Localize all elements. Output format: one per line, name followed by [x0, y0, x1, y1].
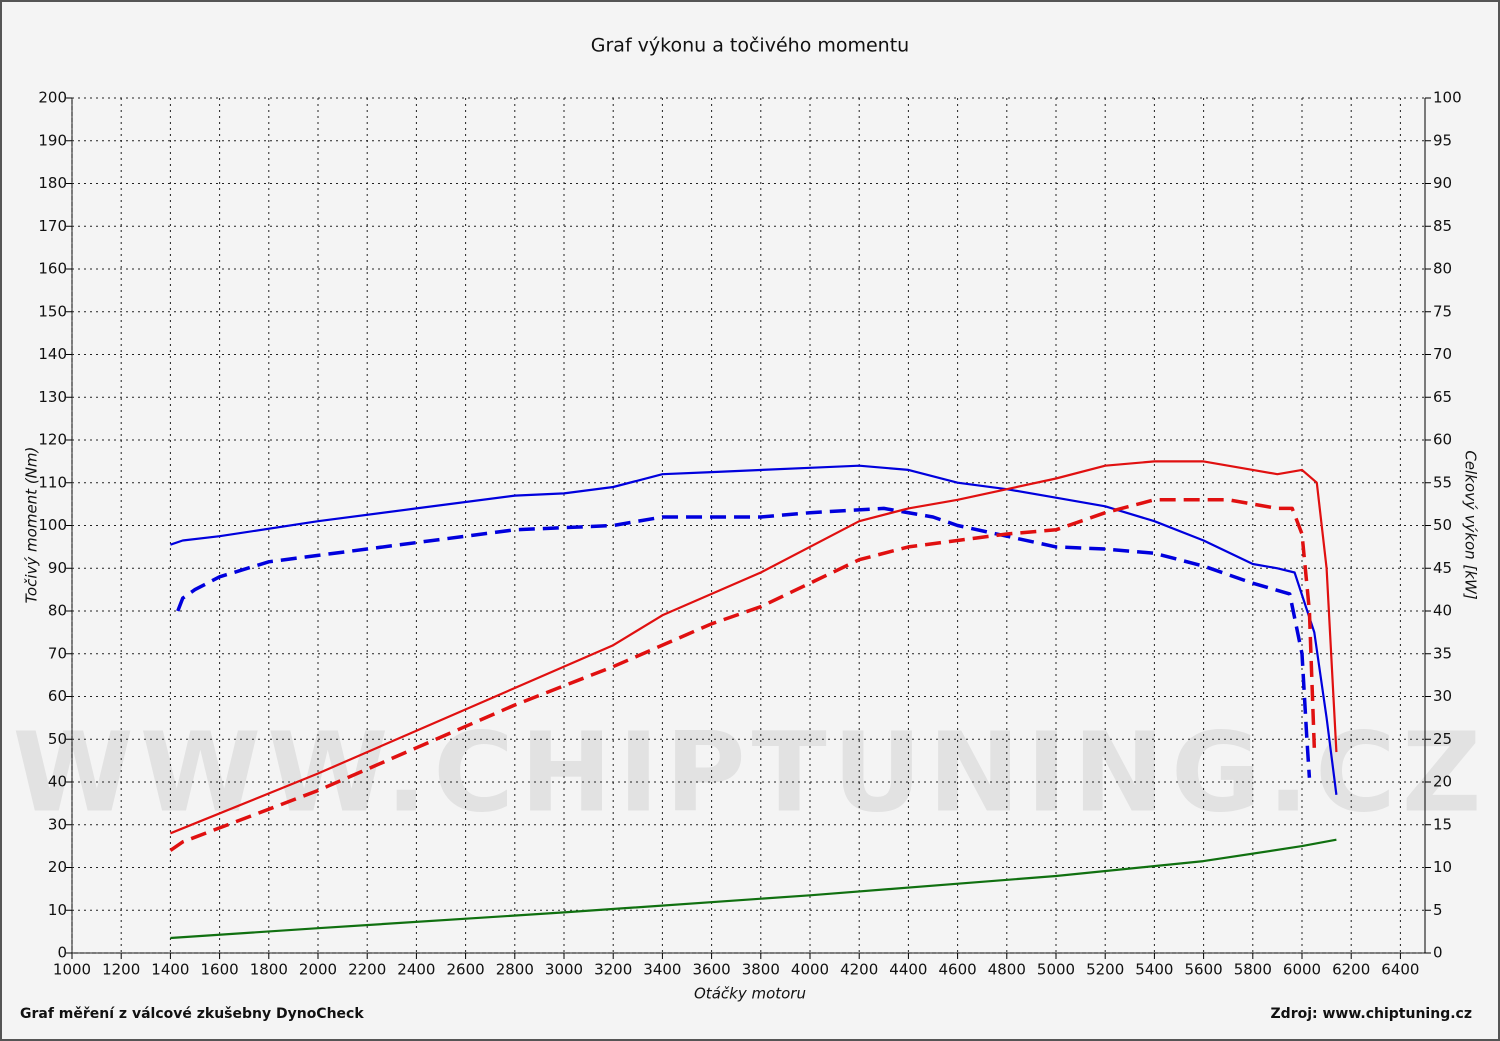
x-tick-label: 5000 [1037, 961, 1075, 979]
y-tick-label: 140 [38, 345, 67, 363]
y2-tick-label: 100 [1433, 89, 1462, 107]
footer-right: Zdroj: www.chiptuning.cz [1271, 1006, 1472, 1022]
y-tick-label: 0 [57, 944, 67, 962]
y-tick-label: 40 [48, 773, 67, 791]
x-tick-label: 3400 [643, 961, 681, 979]
y2-tick-label: 15 [1433, 815, 1452, 833]
x-tick-label: 5800 [1234, 961, 1272, 979]
y-axis-label: Točivý moment (Nm) [23, 447, 41, 604]
x-axis-label: Otáčky motoru [694, 985, 806, 1003]
y-tick-label: 50 [48, 730, 67, 748]
y2-tick-label: 50 [1433, 516, 1452, 534]
y-tick-label: 80 [48, 602, 67, 620]
x-tick-label: 5600 [1185, 961, 1223, 979]
y2-tick-label: 85 [1433, 217, 1452, 235]
x-tick-label: 3000 [545, 961, 583, 979]
x-tick-label: 6400 [1381, 961, 1419, 979]
y-tick-label: 20 [48, 858, 67, 876]
x-tick-label: 1400 [151, 961, 189, 979]
y-tick-label: 200 [38, 89, 67, 107]
y2-tick-label: 5 [1433, 901, 1443, 919]
y-tick-label: 100 [38, 516, 67, 534]
y2-tick-label: 45 [1433, 559, 1452, 577]
series-line [170, 464, 1338, 795]
x-tick-label: 1800 [250, 961, 288, 979]
y-tick-label: 30 [48, 815, 67, 833]
y2-tick-label: 70 [1433, 345, 1452, 363]
y2-tick-label: 0 [1433, 944, 1443, 962]
footer-left: Graf měření z válcové zkušebny DynoCheck [20, 1006, 364, 1022]
y2-tick-label: 40 [1433, 602, 1452, 620]
y-tick-label: 120 [38, 431, 67, 449]
y-tick-label: 170 [38, 217, 67, 235]
x-tick-label: 2400 [397, 961, 435, 979]
x-tick-label: 1000 [53, 961, 91, 979]
x-tick-label: 1600 [201, 961, 239, 979]
y-tick-label: 180 [38, 174, 67, 192]
y2-tick-label: 90 [1433, 174, 1452, 192]
x-tick-label: 2600 [447, 961, 485, 979]
y-tick-label: 90 [48, 559, 67, 577]
y2-tick-label: 10 [1433, 858, 1452, 876]
y2-tick-label: 55 [1433, 473, 1452, 491]
x-tick-label: 4400 [889, 961, 927, 979]
y-tick-label: 10 [48, 901, 67, 919]
y2-tick-label: 60 [1433, 431, 1452, 449]
x-tick-label: 4200 [840, 961, 878, 979]
x-tick-label: 6200 [1332, 961, 1370, 979]
x-tick-label: 2800 [496, 961, 534, 979]
x-tick-label: 3200 [594, 961, 632, 979]
y2-axis-label: Celkový výkon [kW] [1462, 450, 1480, 600]
y-tick-label: 150 [38, 302, 67, 320]
x-tick-label: 1200 [102, 961, 140, 979]
y2-tick-label: 75 [1433, 302, 1452, 320]
x-tick-label: 5400 [1135, 961, 1173, 979]
series-line [169, 460, 1338, 835]
y-tick-label: 160 [38, 260, 67, 278]
y2-tick-label: 95 [1433, 131, 1452, 149]
y2-tick-label: 65 [1433, 388, 1452, 406]
y-tick-label: 60 [48, 687, 67, 705]
y-tick-label: 110 [38, 473, 67, 491]
watermark: WWW.CHIPTUNING.CZ [12, 708, 1487, 836]
series-line [169, 498, 1317, 852]
y-tick-label: 190 [38, 131, 67, 149]
x-tick-label: 4600 [939, 961, 977, 979]
y-tick-label: 70 [48, 644, 67, 662]
x-tick-label: 3600 [693, 961, 731, 979]
y2-tick-label: 80 [1433, 260, 1452, 278]
chart-title: Graf výkonu a točivého momentu [591, 35, 909, 57]
x-tick-label: 4000 [791, 961, 829, 979]
y2-tick-label: 35 [1433, 644, 1452, 662]
x-tick-label: 5200 [1086, 961, 1124, 979]
x-tick-label: 3800 [742, 961, 780, 979]
y2-tick-label: 20 [1433, 773, 1452, 791]
x-tick-label: 2200 [348, 961, 386, 979]
x-tick-label: 2000 [299, 961, 337, 979]
series-line [176, 506, 1312, 778]
y2-tick-label: 30 [1433, 687, 1452, 705]
y-tick-label: 130 [38, 388, 67, 406]
y2-tick-label: 25 [1433, 730, 1452, 748]
x-tick-label: 6000 [1283, 961, 1321, 979]
series-line [170, 838, 1337, 940]
x-tick-label: 4800 [988, 961, 1026, 979]
